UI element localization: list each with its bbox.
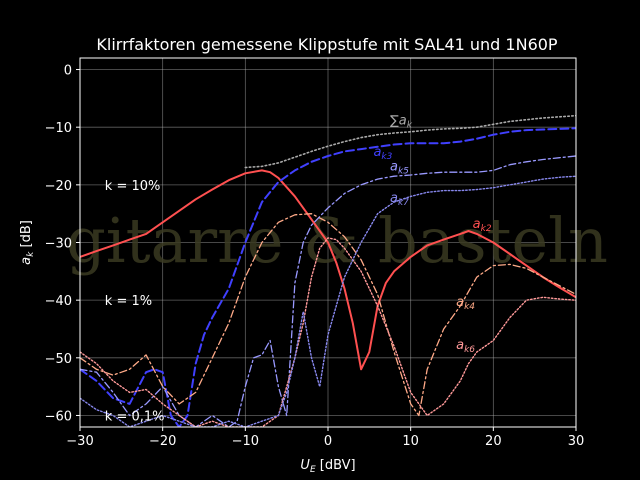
series-label-k5: ak5 bbox=[390, 159, 409, 176]
y-tick-label: −10 bbox=[45, 121, 72, 136]
y-tick-label: −60 bbox=[45, 409, 72, 424]
series-labels: ak2 ak3 ak4 ak5 ak6 ak7 ∑ak bbox=[373, 113, 491, 355]
series-label-k6: ak6 bbox=[456, 338, 475, 355]
series-line-k5 bbox=[80, 155, 576, 427]
x-tick-label: −30 bbox=[66, 434, 93, 449]
x-tick-label: −20 bbox=[149, 434, 176, 449]
series-label-k4: ak4 bbox=[456, 295, 475, 312]
reference-label: k = 1% bbox=[105, 294, 152, 309]
y-tick-label: −50 bbox=[45, 352, 72, 367]
series-line-k4 bbox=[80, 213, 576, 417]
y-axis-label: ak [dB] bbox=[19, 220, 36, 265]
ticks: −30 −20 −10 0 10 20 30 0 −10 −20 −30 −40 −50 −60 bbox=[45, 64, 585, 449]
x-tick-label: 0 bbox=[324, 434, 332, 449]
reference-labels: k = 10% k = 1% k = 0,1% bbox=[105, 179, 165, 425]
chart-title: Klirrfaktoren gemessene Klippstufe mit S… bbox=[96, 35, 558, 54]
series-line-k3 bbox=[80, 127, 576, 427]
y-tick-label: −20 bbox=[45, 179, 72, 194]
series-label-k: ∑ak bbox=[390, 113, 413, 130]
y-tick-label: −30 bbox=[45, 237, 72, 252]
x-tick-label: 10 bbox=[402, 434, 419, 449]
series-line-k2 bbox=[80, 169, 576, 371]
series-line-k7 bbox=[80, 175, 576, 427]
x-axis-label: UE [dBV] bbox=[300, 458, 355, 475]
series-label-k7: ak7 bbox=[390, 191, 409, 208]
series-label-k3: ak3 bbox=[373, 145, 392, 162]
series-label-k2: ak2 bbox=[473, 217, 492, 234]
reference-label: k = 0,1% bbox=[105, 409, 165, 424]
x-tick-label: 20 bbox=[485, 434, 502, 449]
series-line-k bbox=[244, 114, 576, 169]
y-tick-label: −40 bbox=[45, 294, 72, 309]
y-tick-label: 0 bbox=[64, 64, 72, 79]
series-line-k6 bbox=[80, 237, 576, 427]
x-tick-label: −10 bbox=[232, 434, 259, 449]
reference-label: k = 10% bbox=[105, 179, 161, 194]
series-layer bbox=[80, 114, 576, 427]
x-tick-label: 30 bbox=[568, 434, 585, 449]
